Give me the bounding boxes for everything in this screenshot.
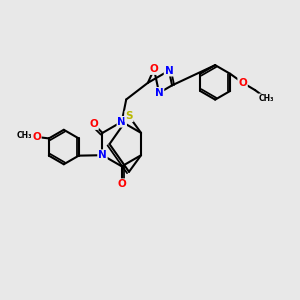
Text: CH₃: CH₃ <box>259 94 274 103</box>
Text: N: N <box>165 66 173 76</box>
Text: O: O <box>32 132 41 142</box>
Text: O: O <box>117 179 126 189</box>
Text: S: S <box>125 111 133 121</box>
Text: O: O <box>89 119 98 129</box>
Text: O: O <box>150 64 158 74</box>
Text: N: N <box>98 150 107 160</box>
Text: O: O <box>238 78 247 88</box>
Text: N: N <box>117 117 126 127</box>
Text: CH₃: CH₃ <box>16 131 32 140</box>
Text: N: N <box>155 88 164 98</box>
